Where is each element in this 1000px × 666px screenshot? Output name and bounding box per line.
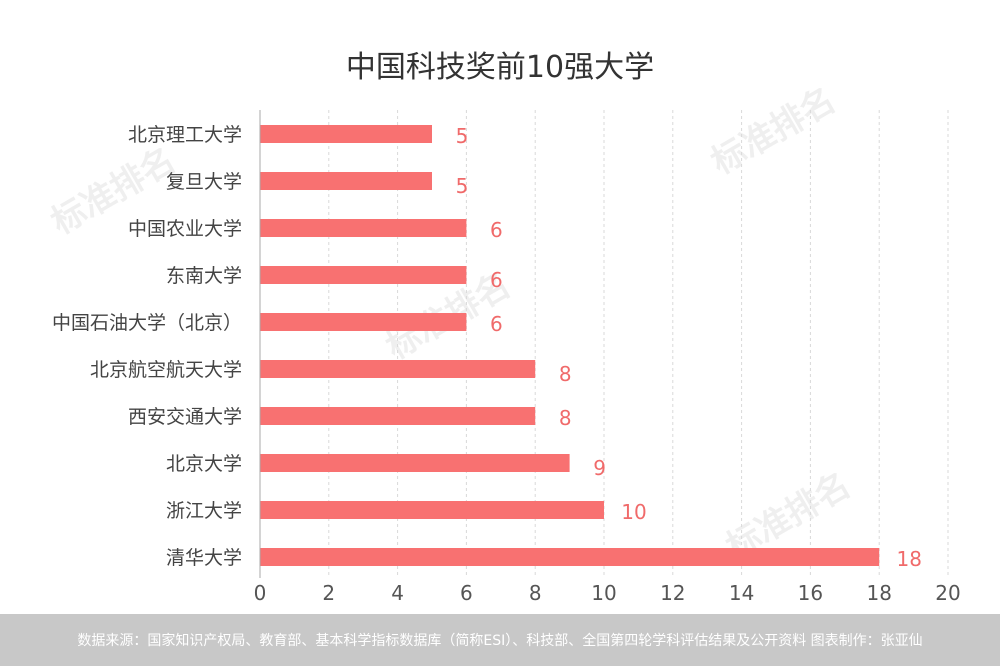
category-label: 西安交通大学 [128, 406, 242, 428]
bar [260, 407, 536, 425]
bar-chart: 标准排名标准排名标准排名标准排名 北京理工大学复旦大学中国农业大学东南大学中国石… [45, 80, 961, 605]
watermark-logo-2: 标准排名 [705, 80, 843, 183]
bar [260, 125, 432, 143]
value-label: 10 [621, 500, 646, 524]
value-label: 5 [456, 174, 469, 198]
category-label: 中国石油大学（北京） [52, 312, 242, 334]
x-tick-label: 14 [729, 581, 754, 605]
x-tick-label: 6 [460, 581, 473, 605]
x-tick-label: 20 [935, 581, 960, 605]
value-label: 8 [559, 362, 572, 386]
category-label: 中国农业大学 [128, 218, 242, 240]
bar [260, 313, 467, 331]
bar [260, 266, 467, 284]
x-tick-label: 16 [798, 581, 823, 605]
bars-group [260, 125, 880, 566]
value-label: 9 [593, 456, 606, 480]
value-label: 6 [490, 268, 503, 292]
bar [260, 360, 536, 378]
category-label: 浙江大学 [166, 500, 242, 522]
category-label: 北京大学 [166, 453, 242, 475]
value-label: 18 [896, 547, 921, 571]
chart-title: 中国科技奖前10强大学 [345, 50, 655, 85]
bar [260, 172, 432, 190]
value-label: 6 [490, 218, 503, 242]
x-tick-label: 10 [591, 581, 616, 605]
category-label: 北京航空航天大学 [90, 359, 242, 381]
x-tick-label: 4 [391, 581, 404, 605]
x-tick-label: 0 [254, 581, 267, 605]
category-label: 东南大学 [166, 265, 242, 287]
value-label: 8 [559, 406, 572, 430]
category-label: 复旦大学 [166, 171, 242, 193]
bar [260, 219, 467, 237]
bar [260, 548, 880, 566]
x-tick-label: 8 [529, 581, 542, 605]
value-label: 6 [490, 312, 503, 336]
x-axis-ticks: 0 2 4 6 8 10 12 14 16 18 20 [254, 581, 961, 605]
bar [260, 454, 570, 472]
grid-lines [328, 110, 949, 578]
x-tick-label: 2 [322, 581, 335, 605]
category-label: 北京理工大学 [128, 124, 242, 146]
value-label: 5 [456, 124, 469, 148]
category-label: 清华大学 [166, 547, 242, 569]
bar [260, 501, 604, 519]
footer-source-note: 数据来源：国家知识产权局、教育部、基本科学指标数据库（简称ESI）、科技部、全国… [0, 614, 1000, 666]
x-tick-label: 12 [660, 581, 685, 605]
x-tick-label: 18 [866, 581, 891, 605]
